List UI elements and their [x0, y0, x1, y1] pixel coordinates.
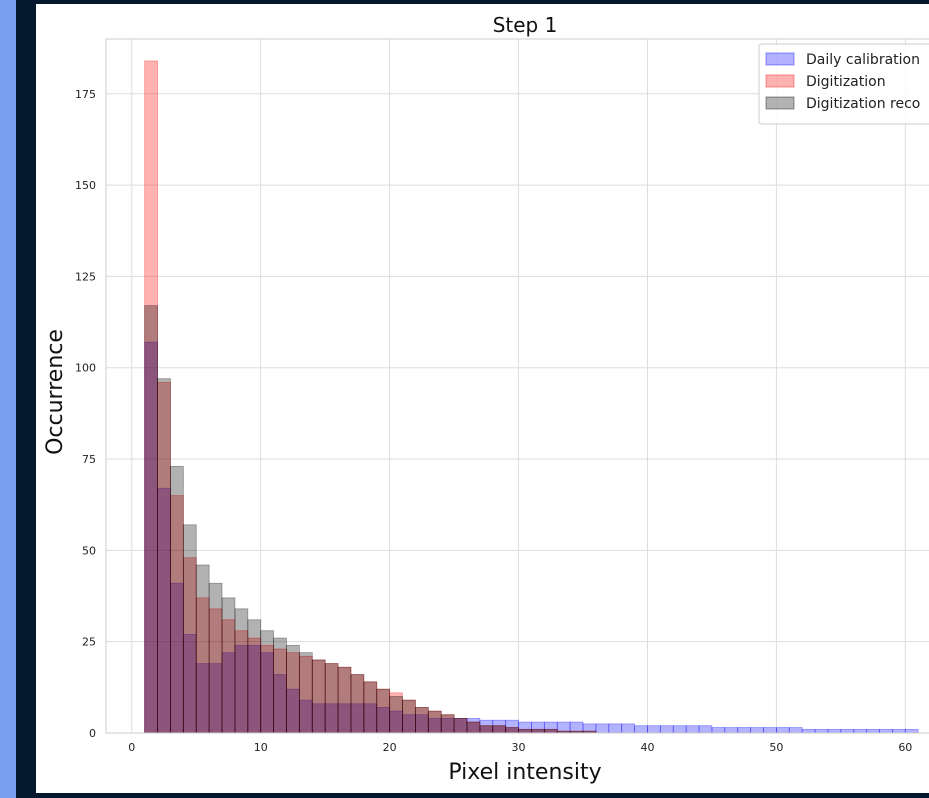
legend-box	[758, 43, 929, 125]
histogram-bar	[879, 728, 893, 734]
figure-panel: 0 10 20 30 40 50 60 0 25 50 75 100 125 150 175 Step 1…	[36, 4, 929, 793]
y-tick-labels: 0 25 50 75 100 125 150 175	[75, 88, 96, 740]
x-axis-label: Pixel intensity	[448, 760, 601, 785]
histogram-bar	[260, 630, 274, 734]
y-axis-label: Occurrence	[43, 329, 68, 455]
histogram-bar	[904, 728, 919, 734]
x-tick-label: 60	[898, 741, 912, 754]
histogram-bar	[776, 727, 790, 734]
histogram-bar	[853, 728, 868, 734]
chart-title: Step 1	[493, 13, 558, 37]
histogram-bar	[350, 674, 365, 734]
histogram-bar	[621, 723, 635, 734]
histogram-bar	[208, 582, 223, 734]
window-frame: 0 10 20 30 40 50 60 0 25 50 75 100 125 150 175 Step 1…	[16, 0, 929, 798]
histogram-bar	[170, 465, 184, 734]
histogram-bar	[144, 305, 158, 734]
histogram-bars	[144, 60, 919, 734]
y-tick-label: 100	[75, 362, 96, 375]
x-tick-label: 20	[383, 741, 397, 754]
histogram-bar	[324, 663, 339, 734]
histogram-bar	[647, 725, 661, 734]
histogram-bar	[402, 699, 416, 734]
x-tick-labels: 0 10 20 30 40 50 60	[128, 741, 912, 754]
histogram-bar	[389, 696, 403, 734]
histogram-bar	[286, 644, 300, 734]
legend: Daily calibration Digitization Digitizatio…	[758, 43, 929, 125]
histogram-bar	[376, 688, 391, 734]
histogram-bar	[415, 707, 429, 734]
histogram-bar	[157, 378, 171, 734]
legend-swatch	[765, 52, 795, 66]
x-tick-label: 0	[128, 741, 135, 754]
histogram-bar	[814, 728, 829, 734]
histogram-bar	[247, 619, 262, 734]
series-1-bars	[144, 60, 597, 734]
legend-swatch	[765, 96, 795, 110]
histogram-bar	[427, 710, 442, 734]
histogram-bar	[363, 681, 378, 734]
y-tick-label: 75	[82, 453, 96, 466]
x-tick-label: 50	[769, 741, 783, 754]
y-tick-label: 0	[89, 727, 96, 740]
histogram-bar	[763, 727, 777, 734]
histogram-bar	[337, 666, 352, 734]
histogram-bar	[866, 728, 880, 734]
x-tick-label: 40	[640, 741, 654, 754]
histogram-bar	[659, 725, 674, 734]
plot-area-border	[105, 38, 929, 734]
histogram-bar	[182, 524, 197, 734]
histogram-bar	[466, 721, 481, 734]
histogram-bar	[750, 727, 764, 734]
legend-swatch	[765, 74, 795, 88]
histogram-chart: 0 10 20 30 40 50 60 0 25 50 75 100 125 150 175 Step 1…	[43, 13, 929, 785]
histogram-bar	[711, 727, 726, 734]
series-0-bars	[144, 341, 919, 734]
y-tick-label: 50	[82, 544, 96, 557]
histogram-bar	[492, 725, 507, 734]
histogram-bar	[892, 728, 906, 734]
series-2-bars	[144, 305, 597, 734]
histogram-bar	[840, 728, 855, 734]
histogram-bar	[298, 652, 313, 734]
histogram-bar	[273, 637, 287, 734]
histogram-bar	[672, 725, 687, 734]
legend-label: Digitization	[806, 74, 886, 90]
histogram-bar	[788, 727, 803, 734]
x-tick-label: 30	[512, 741, 526, 754]
histogram-bar	[827, 728, 842, 734]
y-tick-label: 175	[75, 88, 96, 101]
y-tick-label: 150	[75, 179, 96, 192]
histogram-bar	[608, 723, 623, 734]
y-tick-label: 25	[82, 636, 96, 649]
histogram-bar	[234, 608, 249, 734]
histogram-bar	[737, 727, 752, 734]
histogram-bar	[801, 728, 816, 734]
histogram-bar	[479, 725, 494, 734]
grid-lines	[106, 39, 929, 734]
histogram-bar	[311, 659, 326, 734]
histogram-bar	[531, 728, 545, 734]
histogram-bar	[724, 727, 739, 734]
y-tick-label: 125	[75, 270, 96, 283]
legend-label: Digitization reco	[806, 96, 920, 112]
histogram-bar	[440, 714, 455, 734]
histogram-bar	[698, 725, 713, 734]
histogram-bar	[595, 723, 610, 734]
histogram-bar	[195, 564, 210, 734]
histogram-bar	[543, 728, 558, 734]
histogram-bar	[453, 717, 468, 734]
x-tick-label: 10	[254, 741, 268, 754]
histogram-bar	[518, 728, 532, 734]
histogram-bar	[505, 727, 519, 734]
legend-label: Daily calibration	[806, 52, 920, 68]
histogram-bar	[221, 597, 236, 734]
histogram-bar	[634, 725, 648, 734]
histogram-bar	[685, 725, 700, 734]
